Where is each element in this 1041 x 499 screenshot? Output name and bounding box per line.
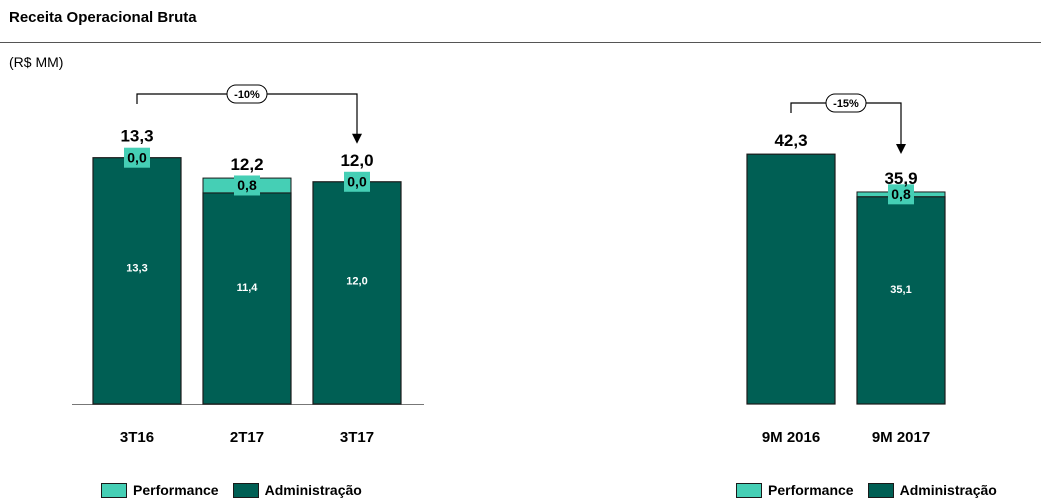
legend-item-performance: Performance (101, 482, 219, 498)
chart-title: Receita Operacional Bruta (9, 9, 197, 26)
legend-left: Performance Administração (101, 482, 376, 498)
legend-right: Performance Administração (736, 482, 1011, 498)
comparison-badge (226, 84, 268, 104)
comparison-label: -10% (234, 89, 260, 101)
data-label-performance: 0,8 (891, 186, 911, 202)
total-label: 35,9 (884, 169, 917, 188)
bar-administracao (312, 181, 402, 405)
unit-label: (R$ MM) (9, 54, 64, 70)
comparison-badge (825, 93, 867, 113)
data-label-performance: 0,8 (237, 177, 257, 193)
category-label: 2T17 (230, 429, 264, 446)
data-label-performance: 0,0 (347, 173, 367, 189)
total-label: 12,2 (230, 155, 263, 174)
legend-label-performance: Performance (133, 482, 219, 498)
comparison-arrowhead (896, 143, 906, 154)
performance-label-badge (888, 184, 914, 205)
performance-label-badge (234, 175, 260, 196)
legend-swatch-performance (736, 482, 762, 498)
legend-swatch-administracao (232, 482, 259, 498)
title-divider (0, 42, 1041, 43)
total-label: 12,0 (340, 151, 373, 170)
category-label: 9M 2016 (762, 429, 820, 446)
performance-label-badge (124, 147, 150, 168)
legend-swatch-performance (101, 482, 127, 498)
category-label: 3T17 (340, 429, 374, 446)
legend-item-administracao: Administração (867, 482, 997, 498)
category-label: 9M 2017 (872, 429, 930, 446)
total-label: 42,3 (774, 131, 807, 150)
legend-label-administracao: Administração (264, 482, 362, 498)
total-label: 13,3 (120, 127, 153, 146)
legend-swatch-administracao (867, 482, 894, 498)
performance-label-badge (344, 171, 370, 192)
data-label-administracao: 11,4 (237, 282, 259, 294)
category-label: 3T16 (120, 429, 154, 446)
data-label-administracao: 35,1 (890, 284, 911, 296)
legend-label-administracao: Administração (899, 482, 997, 498)
data-label-administracao: 12,0 (346, 276, 367, 288)
legend-label-performance: Performance (768, 482, 854, 498)
comparison-label: -15% (833, 98, 859, 110)
bar-administracao (746, 153, 836, 405)
comparison-arrowhead (352, 133, 362, 144)
bar-administracao (92, 157, 182, 405)
legend-item-performance: Performance (736, 482, 854, 498)
data-label-performance: 0,0 (127, 149, 147, 165)
data-label-administracao: 13,3 (126, 262, 147, 274)
legend-item-administracao: Administração (232, 482, 362, 498)
bar-administracao (202, 192, 292, 405)
bar-administracao (856, 196, 946, 405)
